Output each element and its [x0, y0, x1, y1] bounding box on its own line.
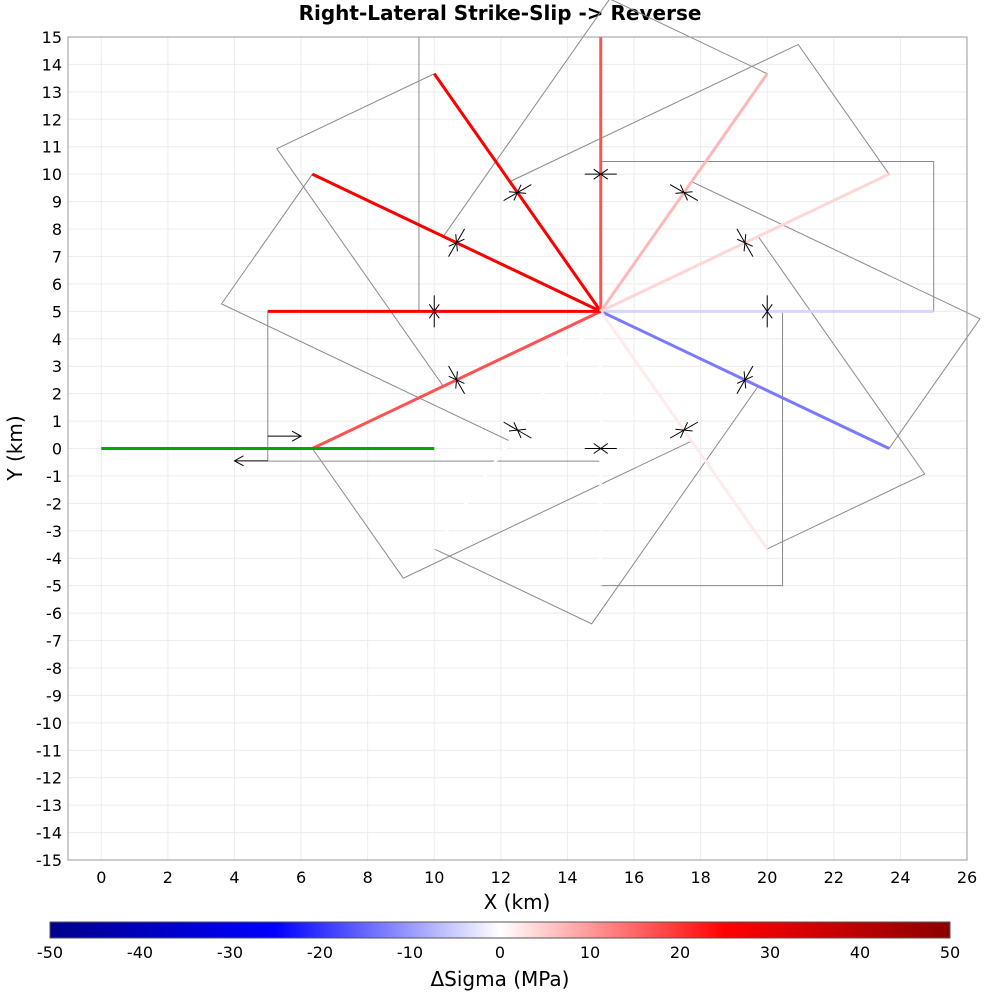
y-tick-label: 14 [42, 55, 62, 74]
y-tick-label: 5 [52, 302, 62, 321]
fault-plane-outline [510, 44, 889, 311]
colorbar-tick-label: 30 [760, 943, 780, 962]
x-tick-label: 16 [624, 868, 644, 887]
x-axis-label: X (km) [484, 890, 551, 914]
chart-title: Right-Lateral Strike-Slip -> Reverse [299, 1, 702, 25]
y-tick-label: -13 [36, 796, 62, 815]
y-tick-label: 3 [52, 357, 62, 376]
y-tick-label: 8 [52, 220, 62, 239]
y-tick-label: 2 [52, 385, 62, 404]
colorbar-tick-label: 10 [580, 943, 600, 962]
y-tick-label: -4 [46, 549, 62, 568]
y-tick-label: 7 [52, 247, 62, 266]
y-tick-label: -5 [46, 577, 62, 596]
x-tick-label: 12 [491, 868, 511, 887]
y-tick-label: -10 [36, 714, 62, 733]
y-tick-label: -2 [46, 494, 62, 513]
x-tick-label: 6 [296, 868, 306, 887]
y-tick-label: -7 [46, 632, 62, 651]
y-tick-label: -1 [46, 467, 62, 486]
y-tick-label: -8 [46, 659, 62, 678]
x-tick-label: 8 [363, 868, 373, 887]
colorbar [50, 922, 950, 938]
y-tick-label: 0 [52, 440, 62, 459]
colorbar-tick-label: -50 [37, 943, 63, 962]
y-tick-label: 12 [42, 110, 62, 129]
colorbar-tick-label: 20 [670, 943, 690, 962]
y-axis-label: Y (km) [3, 415, 27, 481]
x-tick-label: 18 [690, 868, 710, 887]
x-tick-label: 4 [229, 868, 239, 887]
colorbar-tick-label: -30 [217, 943, 243, 962]
y-tick-label: 9 [52, 193, 62, 212]
y-tick-label: 6 [52, 275, 62, 294]
y-tick-label: 10 [42, 165, 62, 184]
y-tick-label: -15 [36, 851, 62, 870]
x-tick-label: 0 [96, 868, 106, 887]
fault-plane-outline [601, 236, 925, 548]
y-tick-label: 13 [42, 83, 62, 102]
x-tick-label: 10 [424, 868, 444, 887]
colorbar-tick-label: -40 [127, 943, 153, 962]
x-tick-label: 2 [163, 868, 173, 887]
x-tick-labels: 0 2 4 6 8 10 12 14 16 18 20 22 24 26 [96, 868, 977, 887]
y-tick-label: -6 [46, 604, 62, 623]
colorbar-tick-label: 50 [940, 943, 960, 962]
colorbar-tick-label: -20 [307, 943, 333, 962]
y-tick-labels: -15-14-13-12-11-10-9-8-7-6-5-4-3-2-10123… [36, 28, 62, 870]
fault-plane-outline [312, 311, 691, 578]
y-tick-label: 1 [52, 412, 62, 431]
x-tick-label: 14 [557, 868, 577, 887]
x-tick-label: 20 [757, 868, 777, 887]
x-tick-label: 22 [824, 868, 844, 887]
x-tick-label: 24 [890, 868, 910, 887]
y-tick-label: -14 [36, 824, 62, 843]
y-tick-label: 4 [52, 330, 62, 349]
x-tick-label: 26 [957, 868, 977, 887]
fault-plane-outline [277, 74, 601, 386]
y-tick-label: 15 [42, 28, 62, 47]
colorbar-tick-label: 0 [495, 943, 505, 962]
y-tick-label: -11 [36, 741, 62, 760]
colorbar-tick-label: 40 [850, 943, 870, 962]
y-tick-label: -9 [46, 686, 62, 705]
y-tick-label: -3 [46, 522, 62, 541]
colorbar-tick-label: -10 [397, 943, 423, 962]
colorbar-tick-labels: -50 -40 -30 -20 -10 0 10 20 30 40 50 [37, 943, 960, 962]
colorbar-label: ΔSigma (MPa) [430, 967, 569, 991]
y-tick-label: -12 [36, 769, 62, 788]
y-tick-label: 11 [42, 138, 62, 157]
